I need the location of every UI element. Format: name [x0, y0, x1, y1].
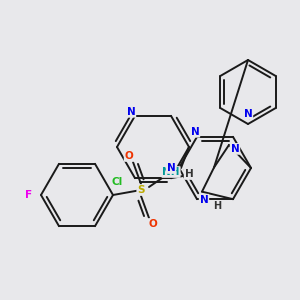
Text: H: H	[184, 169, 194, 179]
Text: N: N	[244, 109, 252, 119]
Text: H: H	[213, 201, 221, 211]
Text: O: O	[124, 151, 134, 161]
Text: O: O	[148, 219, 158, 229]
Text: N: N	[200, 195, 208, 205]
Text: S: S	[137, 185, 145, 195]
Text: F: F	[26, 190, 33, 200]
Text: N: N	[190, 127, 200, 137]
Text: Cl: Cl	[111, 177, 123, 187]
Text: N: N	[127, 107, 135, 117]
Text: NH: NH	[162, 167, 180, 177]
Text: N: N	[231, 144, 239, 154]
Text: N: N	[167, 163, 176, 173]
